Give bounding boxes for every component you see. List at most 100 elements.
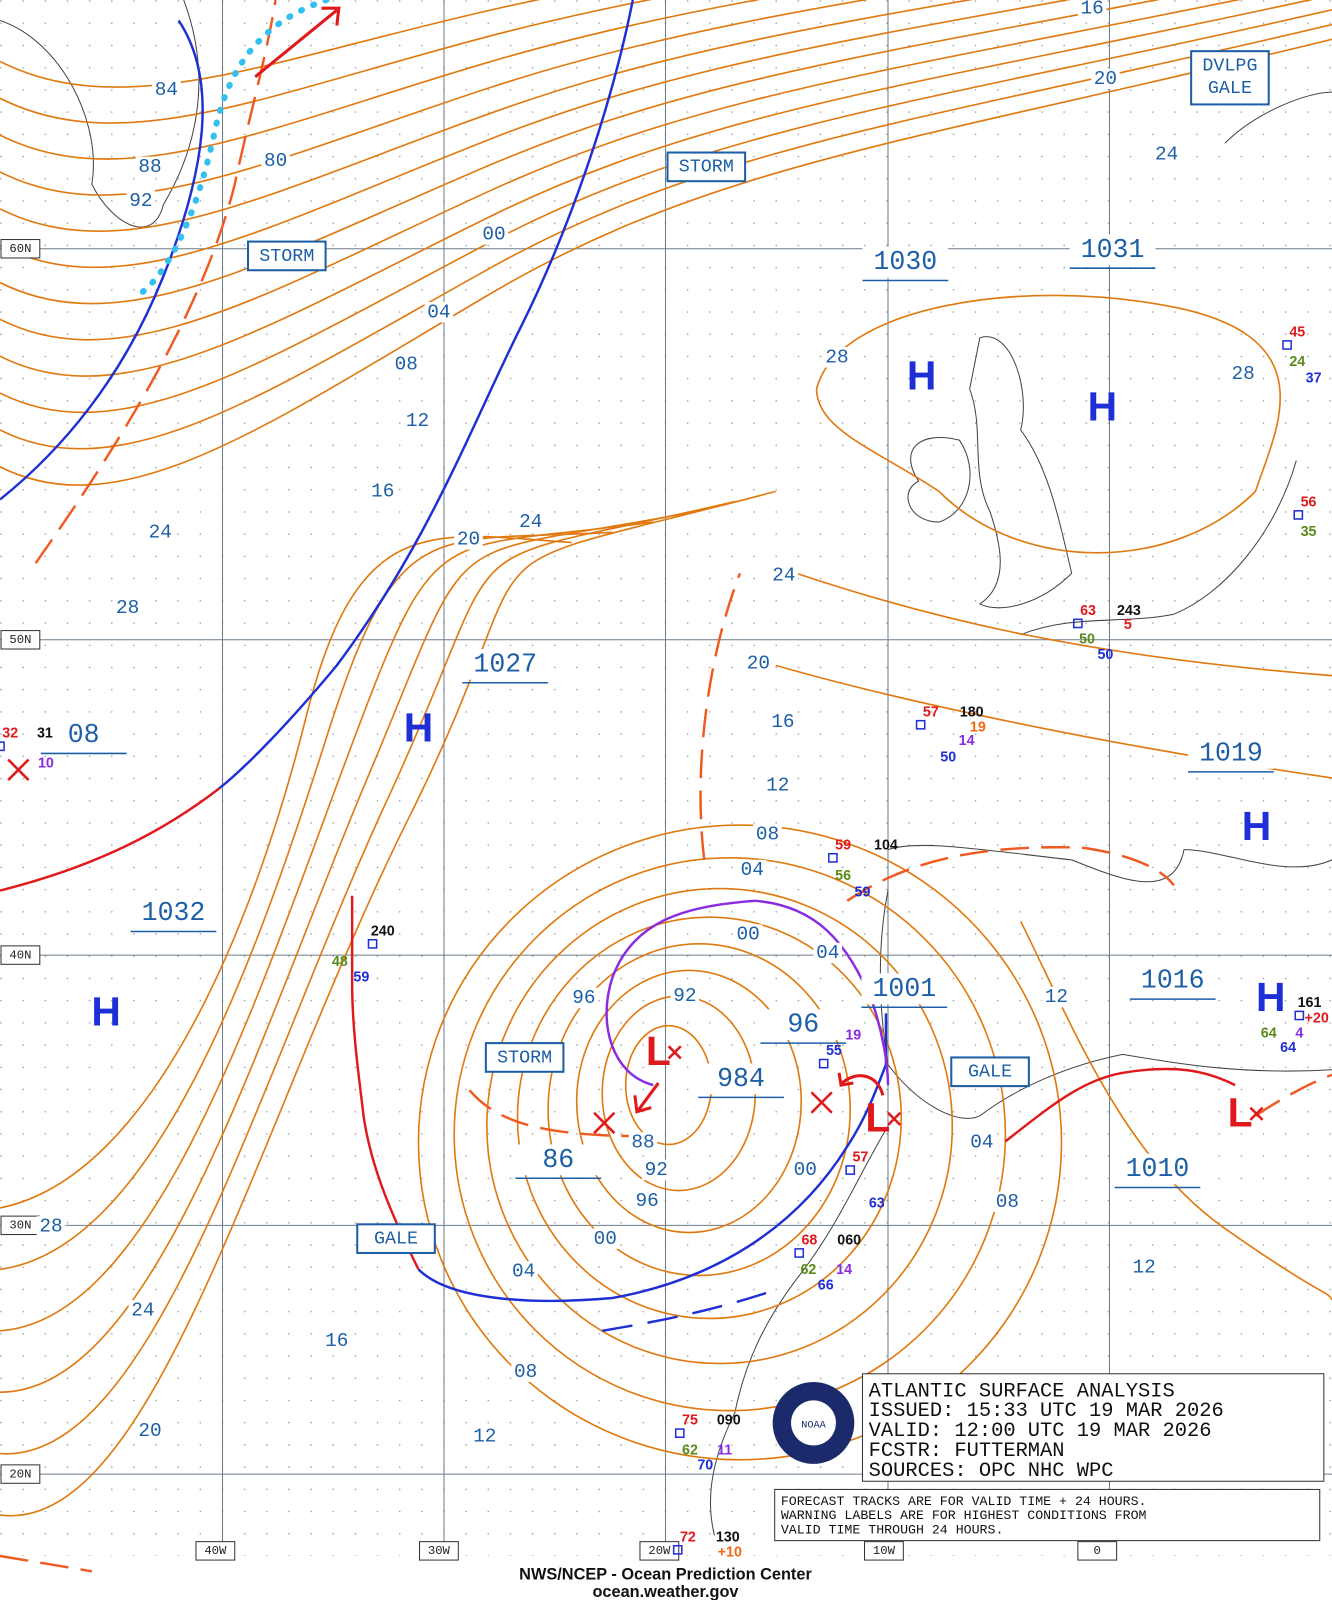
isobar — [815, 294, 1281, 554]
isobar-label: 96 — [572, 987, 595, 1009]
warning-label: GALE — [374, 1228, 418, 1249]
warning-box — [1190, 50, 1270, 106]
warning-box — [950, 1056, 1030, 1088]
station-value: 240 — [371, 923, 395, 939]
pressure-center: 1001 — [872, 974, 936, 1004]
lon-label-box — [1077, 1541, 1118, 1561]
station-value: 75 — [682, 1413, 698, 1429]
isobar-label: 92 — [645, 1159, 668, 1181]
isobar-label-bg — [479, 224, 509, 245]
lon-label-box — [639, 1541, 680, 1561]
center-bg — [40, 719, 127, 751]
isobar-label: 04 — [970, 1132, 993, 1154]
lat-label: 50N — [9, 633, 31, 647]
isobar-label: 00 — [794, 1159, 817, 1181]
low-x — [1249, 1106, 1264, 1121]
isobar-label-bg — [470, 1425, 500, 1447]
isobar — [0, 0, 1072, 269]
isobar — [0, 0, 1314, 377]
note-line: FORECAST TRACKS ARE FOR VALID TIME + 24 … — [781, 1494, 1147, 1509]
isobars — [0, 0, 1332, 1517]
isobar-label-bg — [152, 79, 181, 101]
station-value: +20 — [1305, 1010, 1329, 1026]
isobar-label: 28 — [39, 1215, 62, 1237]
isobar-label-bg — [128, 1300, 158, 1321]
station-value: 72 — [680, 1529, 696, 1545]
isobar-label-bg — [822, 347, 852, 368]
isobar-label-bg — [642, 1159, 671, 1181]
isobar-label-bg — [967, 1132, 997, 1153]
center-bg — [1188, 738, 1274, 769]
station-value: 50 — [940, 749, 956, 765]
station-value: +10 — [718, 1545, 742, 1561]
note-line: WARNING LABELS ARE FOR HIGHEST CONDITION… — [781, 1508, 1147, 1523]
station-value: 63 — [1080, 603, 1096, 619]
isobar — [417, 824, 1063, 1461]
station-value: 11 — [717, 1442, 732, 1458]
station-value: 50 — [1079, 632, 1095, 648]
isobar-label-bg — [113, 597, 142, 619]
center-bg — [861, 973, 948, 1005]
isobar-label-bg — [509, 1261, 538, 1282]
isobar-label: 16 — [1081, 0, 1104, 19]
station-symbol — [0, 741, 5, 752]
pressure-center: 1032 — [142, 898, 206, 928]
station-value: 130 — [716, 1529, 740, 1545]
station-value: 32 — [2, 726, 18, 742]
isobar-label-bg — [1228, 363, 1258, 384]
station-symbol — [1282, 340, 1292, 350]
isobar — [516, 916, 903, 1320]
low-symbol: L — [646, 1028, 671, 1074]
isobar — [0, 23, 1332, 450]
isobar-label: 04 — [512, 1261, 535, 1283]
analysis-line: VALID: 12:00 UTC 19 MAR 2026 — [869, 1420, 1212, 1443]
footer-line: NWS/NCEP - Ocean Prediction Center — [519, 1566, 812, 1584]
isobar-label-bg — [737, 859, 767, 881]
isobar-label-bg — [1091, 68, 1120, 90]
isobar-label: 28 — [1232, 363, 1255, 385]
isobar — [547, 943, 852, 1277]
high-symbol: H — [91, 988, 120, 1034]
isobar-label: 96 — [635, 1190, 658, 1212]
isobar-label: 20 — [457, 529, 480, 551]
isobar-label: 04 — [427, 301, 450, 323]
high-symbol: H — [907, 353, 936, 399]
isobar-label-bg — [403, 410, 432, 431]
isobar-label-bg — [322, 1330, 352, 1352]
warning-box — [666, 151, 747, 183]
isobar-label: 16 — [371, 480, 394, 502]
pressure-center: 1010 — [1126, 1154, 1190, 1184]
station-symbol — [1293, 510, 1304, 520]
lat-label-box — [0, 630, 41, 650]
isobar — [453, 857, 1007, 1412]
isobar-label-bg — [145, 522, 175, 543]
station-value: 48 — [332, 954, 348, 970]
analysis-line: SOURCES: OPC NHC WPC — [869, 1460, 1114, 1483]
low-x — [667, 1045, 682, 1060]
isobar-label-bg — [1152, 144, 1181, 165]
lat-label-box — [0, 945, 41, 965]
lat-label: 30N — [9, 1219, 31, 1233]
high-symbol: H — [1242, 803, 1271, 849]
warning-label: STORM — [679, 157, 734, 178]
station-value: 180 — [960, 704, 984, 720]
isobar-label: 00 — [594, 1228, 617, 1250]
isobar-label: 80 — [264, 150, 287, 172]
station-value: 161 — [1298, 995, 1322, 1011]
isobar-label-bg — [1077, 0, 1107, 19]
isobar — [0, 0, 541, 88]
lat-label: 40N — [9, 948, 31, 962]
isobar-label: 24 — [131, 1299, 154, 1321]
station-symbol — [672, 1544, 683, 1555]
isobar-label-bg — [368, 481, 398, 502]
noaa-logo: NOAA — [772, 1381, 855, 1464]
isobar-label-bg — [993, 1191, 1022, 1213]
isobar-label: 08 — [756, 823, 779, 845]
lon-label: 30W — [428, 1544, 451, 1558]
isobar — [0, 500, 736, 1455]
isobar-label-bg — [753, 824, 782, 845]
isobar — [795, 572, 1332, 677]
station-symbol — [915, 719, 926, 730]
isobar-label: 08 — [395, 354, 418, 376]
